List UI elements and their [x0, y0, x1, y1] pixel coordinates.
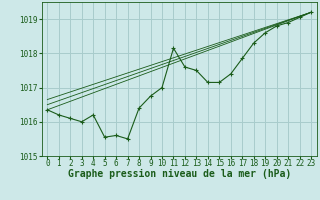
X-axis label: Graphe pression niveau de la mer (hPa): Graphe pression niveau de la mer (hPa) [68, 169, 291, 179]
